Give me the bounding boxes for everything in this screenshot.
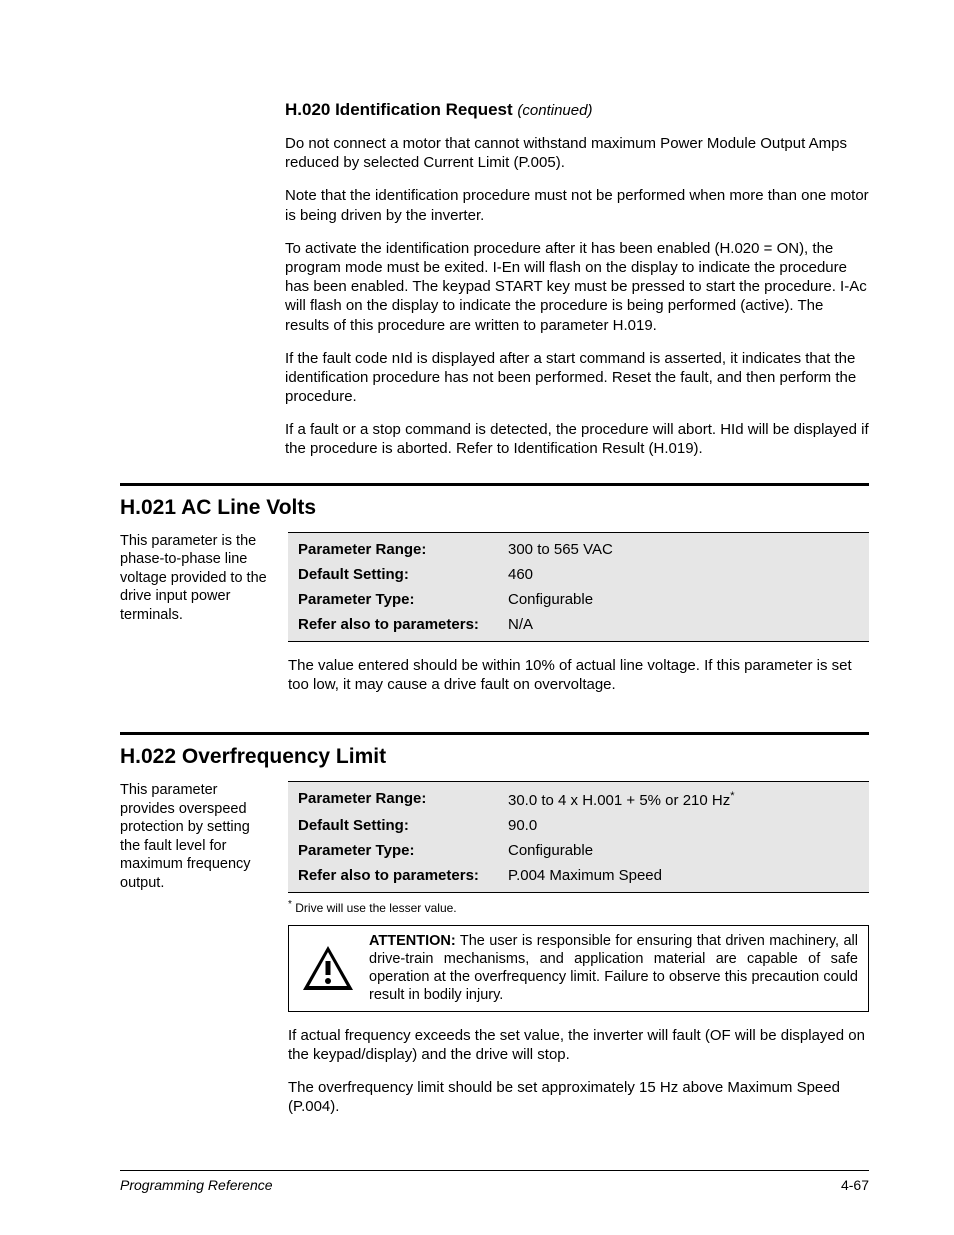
attention-label: ATTENTION: — [369, 933, 456, 949]
param-type-value: Configurable — [508, 842, 859, 859]
default-setting-label: Default Setting: — [298, 566, 508, 583]
param-range-label: Parameter Range: — [298, 790, 508, 809]
footer-left: Programming Reference — [120, 1177, 273, 1193]
h021-param-table: Parameter Range: 300 to 565 VAC Default … — [288, 532, 869, 642]
h022-param-table: Parameter Range: 30.0 to 4 x H.001 + 5% … — [288, 781, 869, 893]
refer-also-label: Refer also to parameters: — [298, 616, 508, 633]
h020-p4: If the fault code nId is displayed after… — [285, 349, 869, 407]
section-h022-title: H.022 Overfrequency Limit — [120, 745, 869, 769]
default-setting-label: Default Setting: — [298, 817, 508, 834]
table-row: Default Setting: 460 — [288, 562, 869, 587]
page-footer: Programming Reference 4-67 — [120, 1170, 869, 1193]
section-h020-title: H.020 Identification Request (continued) — [285, 100, 869, 120]
section-divider — [120, 732, 869, 735]
table-row: Refer also to parameters: N/A — [288, 612, 869, 641]
section-divider — [120, 483, 869, 486]
param-type-label: Parameter Type: — [298, 591, 508, 608]
table-row: Refer also to parameters: P.004 Maximum … — [288, 863, 869, 892]
h021-p1: The value entered should be within 10% o… — [288, 656, 869, 694]
default-setting-value: 90.0 — [508, 817, 859, 834]
h020-p1: Do not connect a motor that cannot withs… — [285, 134, 869, 172]
h020-p3: To activate the identification procedure… — [285, 239, 869, 335]
warning-icon — [299, 932, 357, 1005]
default-setting-value: 460 — [508, 566, 859, 583]
table-row: Parameter Type: Configurable — [288, 838, 869, 863]
h020-p5: If a fault or a stop command is detected… — [285, 420, 869, 458]
refer-also-value: N/A — [508, 616, 859, 633]
h022-p1: If actual frequency exceeds the set valu… — [288, 1026, 869, 1064]
h022-p2: The overfrequency limit should be set ap… — [288, 1078, 869, 1116]
param-range-value-text: 30.0 to 4 x H.001 + 5% or 210 Hz — [508, 792, 730, 809]
param-type-label: Parameter Type: — [298, 842, 508, 859]
attention-box: ATTENTION: The user is responsible for e… — [288, 925, 869, 1012]
footnote-text: Drive will use the lesser value. — [292, 901, 457, 915]
table-row: Parameter Range: 300 to 565 VAC — [288, 533, 869, 562]
h021-sidebar: This parameter is the phase-to-phase lin… — [120, 532, 270, 708]
param-range-label: Parameter Range: — [298, 541, 508, 558]
param-range-value: 30.0 to 4 x H.001 + 5% or 210 Hz* — [508, 790, 859, 809]
table-row: Parameter Range: 30.0 to 4 x H.001 + 5% … — [288, 782, 869, 813]
refer-also-value: P.004 Maximum Speed — [508, 867, 859, 884]
attention-text: ATTENTION: The user is responsible for e… — [369, 932, 858, 1005]
h022-footnote: * Drive will use the lesser value. — [288, 899, 869, 915]
refer-also-label: Refer also to parameters: — [298, 867, 508, 884]
param-range-sup: * — [730, 790, 734, 802]
section-h021-title: H.021 AC Line Volts — [120, 496, 869, 520]
h022-sidebar: This parameter provides overspeed protec… — [120, 781, 270, 1130]
h020-continued: (continued) — [517, 102, 592, 119]
param-type-value: Configurable — [508, 591, 859, 608]
h020-p2: Note that the identification procedure m… — [285, 186, 869, 224]
table-row: Default Setting: 90.0 — [288, 813, 869, 838]
footer-page-number: 4-67 — [841, 1177, 869, 1193]
param-range-value: 300 to 565 VAC — [508, 541, 859, 558]
h020-title-text: H.020 Identification Request — [285, 100, 513, 119]
table-row: Parameter Type: Configurable — [288, 587, 869, 612]
